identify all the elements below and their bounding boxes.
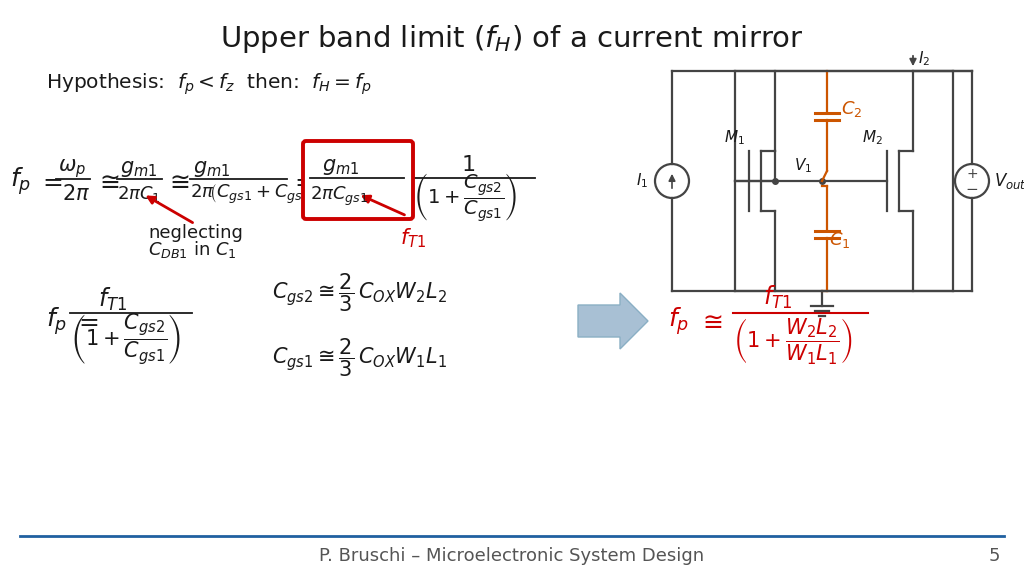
FancyBboxPatch shape bbox=[303, 141, 413, 219]
Text: Upper band limit ($f_H$) of a current mirror: Upper band limit ($f_H$) of a current mi… bbox=[220, 23, 804, 55]
Text: $=$: $=$ bbox=[38, 169, 63, 193]
Text: $2\pi C_1$: $2\pi C_1$ bbox=[117, 184, 161, 204]
Text: $V_{out}$: $V_{out}$ bbox=[994, 171, 1024, 191]
Text: $g_{m1}$: $g_{m1}$ bbox=[322, 157, 359, 177]
Text: $g_{m1}$: $g_{m1}$ bbox=[120, 159, 158, 179]
Text: $\left(1+\dfrac{W_2L_2}{W_1L_1}\right)$: $\left(1+\dfrac{W_2L_2}{W_1L_1}\right)$ bbox=[733, 316, 852, 366]
Text: $2\pi$: $2\pi$ bbox=[62, 184, 90, 204]
Text: neglecting: neglecting bbox=[148, 224, 243, 242]
Text: $M_1$: $M_1$ bbox=[724, 128, 745, 147]
Text: $2\pi C_{gs1}$: $2\pi C_{gs1}$ bbox=[310, 184, 369, 207]
Text: $f_p$: $f_p$ bbox=[10, 165, 31, 197]
Polygon shape bbox=[578, 293, 648, 349]
Text: $\omega_p$: $\omega_p$ bbox=[58, 158, 86, 180]
Text: $C_{DB1}$ in $C_1$: $C_{DB1}$ in $C_1$ bbox=[148, 239, 237, 260]
Text: $I_1$: $I_1$ bbox=[636, 172, 648, 190]
Text: −: − bbox=[966, 181, 978, 196]
Text: $I_2$: $I_2$ bbox=[918, 50, 930, 69]
Text: $\left(1+\dfrac{C_{gs2}}{C_{gs1}}\right)$: $\left(1+\dfrac{C_{gs2}}{C_{gs1}}\right)… bbox=[70, 311, 181, 367]
Text: $f_p$: $f_p$ bbox=[668, 305, 689, 337]
Text: $=$: $=$ bbox=[74, 309, 99, 333]
Text: $\cong$: $\cong$ bbox=[165, 169, 190, 193]
Text: $C_{gs2} \cong \dfrac{2}{3}\,C_{OX}W_2L_2$: $C_{gs2} \cong \dfrac{2}{3}\,C_{OX}W_2L_… bbox=[272, 272, 447, 314]
Text: $2\pi\!\left(C_{gs1}+C_{gs2}\right)$: $2\pi\!\left(C_{gs1}+C_{gs2}\right)$ bbox=[190, 182, 316, 206]
Text: $\cong$: $\cong$ bbox=[698, 309, 723, 333]
Text: $C_2$: $C_2$ bbox=[841, 99, 862, 119]
Text: 5: 5 bbox=[988, 547, 1000, 565]
Text: $f_{T1}$: $f_{T1}$ bbox=[98, 285, 128, 313]
Text: $f_{T1}$: $f_{T1}$ bbox=[763, 283, 793, 310]
Text: $C_1$: $C_1$ bbox=[829, 230, 851, 251]
Text: $1$: $1$ bbox=[461, 155, 475, 175]
Text: $M_2$: $M_2$ bbox=[862, 128, 883, 147]
Text: $=$: $=$ bbox=[290, 169, 315, 193]
Text: P. Bruschi – Microelectronic System Design: P. Bruschi – Microelectronic System Desi… bbox=[319, 547, 705, 565]
Text: $V_1$: $V_1$ bbox=[794, 156, 812, 175]
Text: Hypothesis:  $f_p < f_z$  then:  $f_H = f_p$: Hypothesis: $f_p < f_z$ then: $f_H = f_p… bbox=[46, 71, 372, 97]
Text: $f_{T1}$: $f_{T1}$ bbox=[400, 226, 426, 249]
Text: +: + bbox=[967, 167, 978, 181]
Text: $\left(1+\dfrac{C_{gs2}}{C_{gs1}}\right)$: $\left(1+\dfrac{C_{gs2}}{C_{gs1}}\right)… bbox=[413, 172, 517, 224]
Text: $C_{gs1} \cong \dfrac{2}{3}\,C_{OX}W_1L_1$: $C_{gs1} \cong \dfrac{2}{3}\,C_{OX}W_1L_… bbox=[272, 337, 447, 379]
Text: $\cong$: $\cong$ bbox=[95, 169, 120, 193]
Text: $g_{m1}$: $g_{m1}$ bbox=[193, 159, 230, 179]
Text: $f_p$: $f_p$ bbox=[46, 305, 68, 337]
